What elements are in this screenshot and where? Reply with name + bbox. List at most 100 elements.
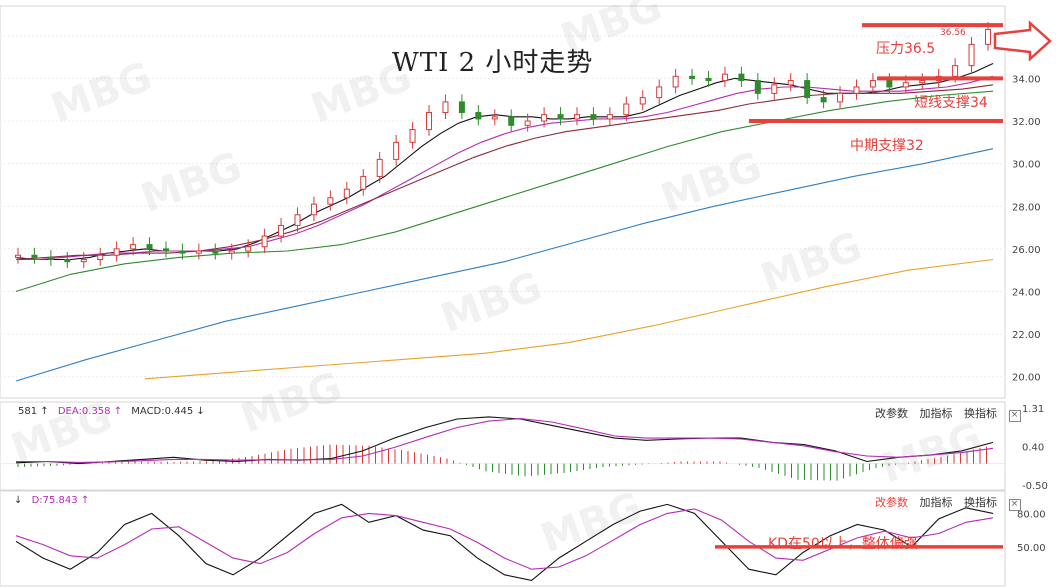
series-line-ma-orange: [144, 258, 994, 380]
chart-title: WTI 2 小时走势: [392, 48, 594, 78]
macd-switch-indicator-button[interactable]: 换指标: [964, 407, 997, 420]
candle-body: [623, 103, 630, 116]
kd-label-bar: ↓ D:75.843 ↑: [14, 495, 89, 506]
y-tick-label: 50.00: [1017, 543, 1046, 554]
resistance-label: 压力36.5: [876, 41, 936, 57]
macd-label-bar: 581 ↑ DEA:0.358 ↑ MACD:0.445 ↓: [18, 406, 205, 417]
candle-body: [179, 250, 186, 254]
arrow-right-icon: [993, 20, 1052, 62]
y-tick-label: 22.00: [1012, 330, 1041, 341]
candle-body: [343, 188, 350, 199]
candle-body: [787, 80, 794, 86]
candle-body: [31, 254, 38, 258]
candle-body: [245, 246, 252, 252]
candle-body: [97, 254, 104, 261]
candle-body: [919, 80, 926, 84]
kd-prefix: ↓: [14, 495, 23, 506]
panel-frame: [0, 5, 1006, 399]
candle-body: [409, 129, 416, 143]
candle-body: [360, 175, 367, 190]
candle-body: [130, 244, 137, 250]
candle-body: [705, 77, 712, 82]
macd-add-indicator-button[interactable]: 加指标: [919, 407, 953, 420]
series-line-ma-blue: [15, 148, 994, 382]
candle-body: [820, 97, 827, 103]
y-tick-label: 24.00: [1012, 287, 1041, 298]
candle-body: [426, 112, 433, 131]
candle-body: [261, 235, 268, 248]
dif-line: [15, 416, 994, 465]
candle-body: [294, 214, 301, 226]
candle-body: [738, 73, 745, 82]
candle-body: [146, 244, 153, 250]
y-tick-label: 1.31: [1022, 404, 1044, 415]
candle-body: [491, 116, 498, 120]
candle-body: [902, 82, 909, 88]
candle-body: [195, 250, 202, 254]
macd-change-params-button[interactable]: 改参数: [875, 407, 908, 420]
dea-line: [16, 418, 994, 463]
candle-body: [853, 86, 860, 94]
panel-frame: [0, 401, 1006, 491]
candle-body: [508, 116, 515, 126]
candle-body: [458, 101, 465, 114]
y-tick-label: 26.00: [1012, 245, 1041, 256]
y-tick-label: 30.00: [1012, 160, 1041, 171]
candle-body: [524, 120, 531, 126]
y-tick-label: 34.00: [1012, 74, 1041, 85]
candle-body: [212, 250, 219, 254]
candle-body: [47, 256, 54, 261]
candle-body: [672, 75, 679, 88]
d-value: D:75.843 ↑: [31, 495, 90, 506]
y-tick-label: 32.00: [1012, 117, 1041, 128]
candle-body: [721, 73, 728, 82]
candle-body: [656, 86, 663, 99]
candle-body: [15, 254, 21, 258]
candle-body: [689, 75, 696, 79]
mid-support-label: 中期支撑32: [850, 138, 924, 154]
candle-body: [804, 80, 811, 99]
candle-body: [541, 114, 548, 122]
candle-body: [310, 203, 317, 216]
series-line-ma-green: [15, 90, 994, 293]
y-tick-label: 0.40: [1022, 443, 1044, 454]
candle-body: [837, 92, 844, 103]
panel-frame: [0, 490, 1006, 587]
short-support-label: 短线支撑34: [914, 95, 988, 111]
candle-body: [278, 224, 285, 237]
y-tick-label: 28.00: [1012, 202, 1041, 213]
kd-switch-indicator-button[interactable]: 换指标: [964, 496, 997, 509]
kd-tools: 改参数 加指标 换指标 ×: [875, 494, 1029, 511]
candle-body: [639, 97, 646, 105]
candle-body: [327, 197, 334, 205]
candle-body: [869, 80, 876, 88]
candle-body: [606, 114, 613, 120]
series-line-ma-long: [15, 84, 994, 261]
candle-body: [985, 28, 991, 45]
macd-value: MACD:0.445 ↓: [131, 406, 205, 417]
candle-body: [590, 114, 597, 120]
y-tick-label: 20.00: [1012, 373, 1041, 384]
macd-prefix: 581 ↑: [18, 406, 49, 417]
candle-body: [771, 84, 778, 94]
candle-body: [80, 259, 87, 263]
candle-body: [557, 114, 564, 120]
candle-body: [952, 65, 959, 77]
last-price-label: 36.56: [940, 28, 966, 38]
candle-body: [162, 248, 169, 252]
k-line: [15, 503, 994, 581]
macd-close-icon[interactable]: ×: [1008, 410, 1021, 422]
y-tick-label: -0.50: [1022, 481, 1048, 492]
candle-body: [376, 158, 383, 177]
candle-body: [968, 43, 975, 67]
candle-body: [228, 250, 235, 254]
d-line: [15, 508, 994, 570]
candle-body: [64, 259, 71, 263]
kd-change-params-button[interactable]: 改参数: [875, 496, 908, 509]
candle-body: [886, 80, 893, 88]
candle-body: [475, 112, 482, 120]
kd-add-indicator-button[interactable]: 加指标: [919, 496, 953, 509]
kd-close-icon[interactable]: ×: [1008, 499, 1021, 511]
dea-value: DEA:0.358 ↑: [57, 406, 123, 417]
series-line-ma-mid: [16, 75, 994, 261]
